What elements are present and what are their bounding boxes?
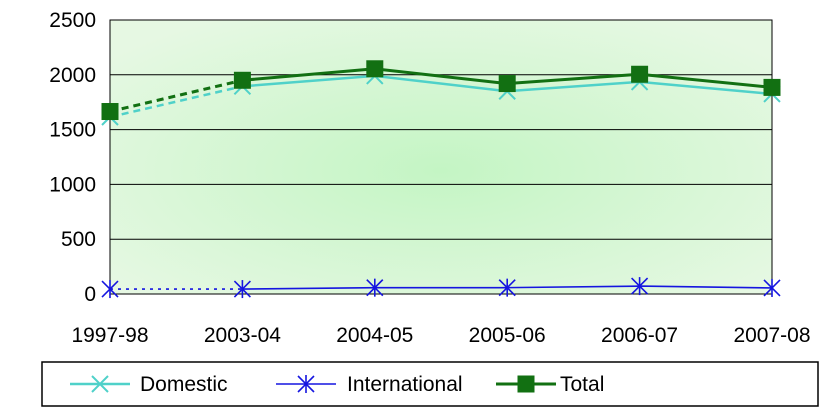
legend-box: [41, 361, 819, 407]
point-international: [101, 280, 119, 299]
x-tick-label: 2003-04: [204, 324, 281, 347]
point-total: [763, 78, 781, 96]
legend-item-total: Total: [496, 373, 604, 396]
point-international: [366, 278, 384, 297]
legend-marker: [91, 375, 109, 393]
legend-item-domestic: Domestic: [70, 373, 228, 396]
point-total: [101, 103, 119, 121]
legend-marker: [517, 375, 535, 393]
point-total: [631, 65, 649, 83]
x-tick-label: 2007-08: [733, 324, 810, 347]
point-total: [498, 75, 516, 93]
legend-label: International: [347, 373, 463, 396]
y-tick-label: 1500: [49, 119, 96, 142]
series-total: [101, 60, 781, 121]
plot-area: [109, 19, 773, 295]
legend: Domestic International Total: [41, 361, 819, 407]
y-tick-label: 2000: [49, 64, 96, 87]
x-tick-label: 1997-98: [71, 324, 148, 347]
point-international: [233, 280, 251, 299]
series-line-gap-total: [109, 78, 243, 113]
x-tick-label: 2004-05: [336, 324, 413, 347]
series-line-gap-domestic: [109, 85, 243, 119]
point-international: [763, 278, 781, 297]
legend-item-international: International: [276, 373, 463, 396]
series-group: [101, 60, 781, 299]
point-international: [631, 277, 649, 296]
y-tick-label: 500: [61, 228, 96, 251]
y-tick-label: 2500: [49, 9, 96, 32]
legend-label: Total: [560, 373, 604, 396]
legend-marker: [297, 375, 315, 393]
x-tick-label: 2005-06: [469, 324, 546, 347]
x-tick-label: 2006-07: [601, 324, 678, 347]
y-axis: 0 500 1000 1500 2000 2500: [49, 9, 96, 306]
point-international: [498, 278, 516, 297]
point-total: [366, 60, 384, 78]
x-axis: 1997-98 2003-04 2004-05 2005-06 2006-07 2007-…: [71, 324, 810, 347]
point-total: [233, 71, 251, 89]
y-tick-label: 1000: [49, 173, 96, 196]
series-international: [101, 277, 781, 299]
y-tick-label: 0: [84, 283, 96, 306]
legend-label: Domestic: [140, 373, 228, 396]
